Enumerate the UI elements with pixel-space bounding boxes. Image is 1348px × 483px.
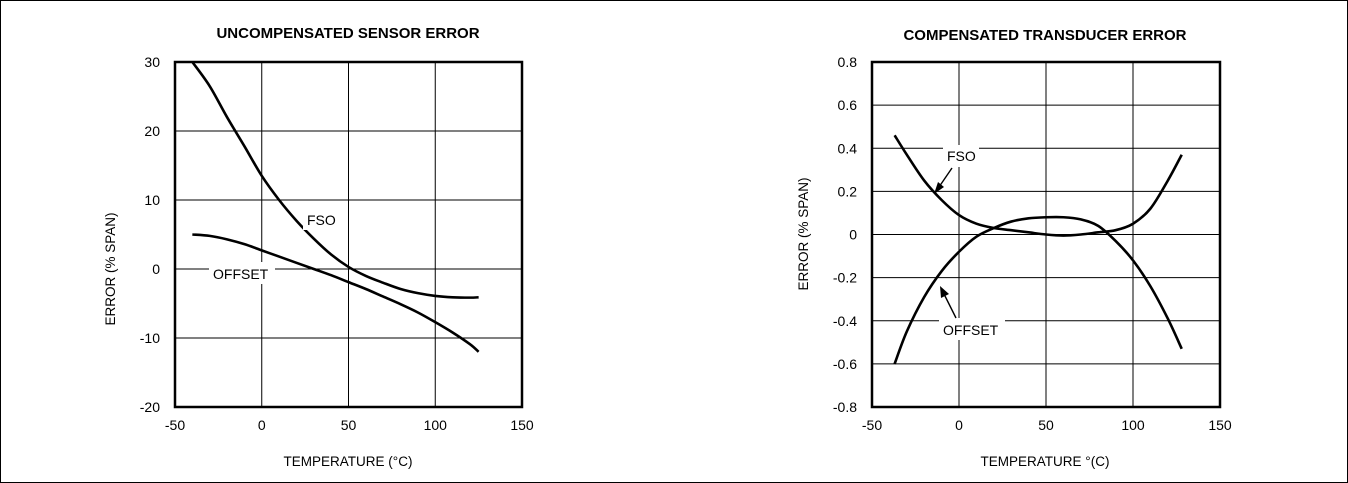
chart-1-fso-label: FSO (307, 212, 336, 228)
chart-2-y-tick-label: 0.2 (838, 183, 858, 199)
chart-2-y-tick-label: 0 (849, 227, 857, 243)
chart-2-fso-label: FSO (947, 148, 976, 164)
chart-1-plot-border (173, 60, 524, 409)
chart-2-x-tick-label: 50 (1038, 417, 1054, 433)
chart-1-y-tick-label: 20 (144, 123, 160, 139)
chart-1-fso-label-bg (303, 208, 339, 230)
chart-1-y-tick-label: 10 (144, 192, 160, 208)
chart-2-fso-label-bg (943, 145, 979, 167)
chart-1-x-tick-label: -50 (165, 417, 185, 433)
chart-2-offset-label: OFFSET (943, 322, 999, 338)
chart-2-y-axis-label: ERROR (% SPAN) (796, 177, 811, 290)
chart-2-offset-label-bg (939, 318, 1005, 340)
chart-1-title: UNCOMPENSATED SENSOR ERROR (216, 25, 479, 42)
chart-2-x-tick-label: -50 (862, 417, 882, 433)
chart-1-x-tick-label: 100 (424, 417, 448, 433)
chart-2-x-tick-label: 150 (1208, 417, 1232, 433)
chart-2-fso-arrowhead (934, 182, 944, 194)
chart-2-offset-arrowhead (940, 286, 949, 298)
chart-1-y-axis-label: ERROR (% SPAN) (103, 212, 118, 325)
chart-1-x-tick-label: 150 (510, 417, 534, 433)
chart-2-offset-arrow (943, 293, 957, 319)
chart-2-fso-arrow (938, 167, 953, 188)
chart-2-y-tick-label: 0.4 (838, 140, 858, 156)
chart-1-offset-label-bg (209, 262, 275, 284)
chart-1-y-tick-label: 0 (152, 261, 160, 277)
chart-1-series-fso (191, 61, 479, 299)
chart-1-x-axis-label: TEMPERATURE (°C) (284, 454, 413, 469)
chart-2-y-tick-label: 0.6 (838, 97, 858, 113)
chart-compensated-transducer-error: COMPENSATED TRANSDUCER ERROR TEMPERATURE… (796, 27, 1232, 469)
chart-2-plot-border (870, 60, 1222, 409)
chart-2-y-tick-label: -0.4 (833, 313, 857, 329)
chart-1-x-tick-label: 50 (341, 417, 357, 433)
chart-2-y-tick-label: 0.8 (838, 54, 858, 70)
chart-2-x-tick-label: 0 (955, 417, 963, 433)
chart-2-x-tick-label: 100 (1121, 417, 1145, 433)
chart-1-series-offset (192, 233, 480, 353)
chart-2-series-offset (893, 215, 1183, 365)
chart-2-y-tick-label: -0.8 (833, 399, 857, 415)
chart-2-title: COMPENSATED TRANSDUCER ERROR (903, 27, 1186, 44)
chart-1-y-tick-label: -10 (140, 330, 160, 346)
chart-1-offset-label: OFFSET (213, 266, 269, 282)
chart-1-y-tick-label: 30 (144, 54, 160, 70)
chart-2-series-fso (893, 134, 1183, 237)
chart-2-x-axis-label: TEMPERATURE °(C) (981, 454, 1110, 469)
chart-1-x-tick-label: 0 (258, 417, 266, 433)
chart-uncompensated-sensor-error: UNCOMPENSATED SENSOR ERROR TEMPERATURE (… (103, 25, 534, 469)
chart-2-y-tick-label: -0.2 (833, 270, 857, 286)
chart-2-y-tick-label: -0.6 (833, 356, 857, 372)
chart-1-y-tick-label: -20 (140, 399, 160, 415)
